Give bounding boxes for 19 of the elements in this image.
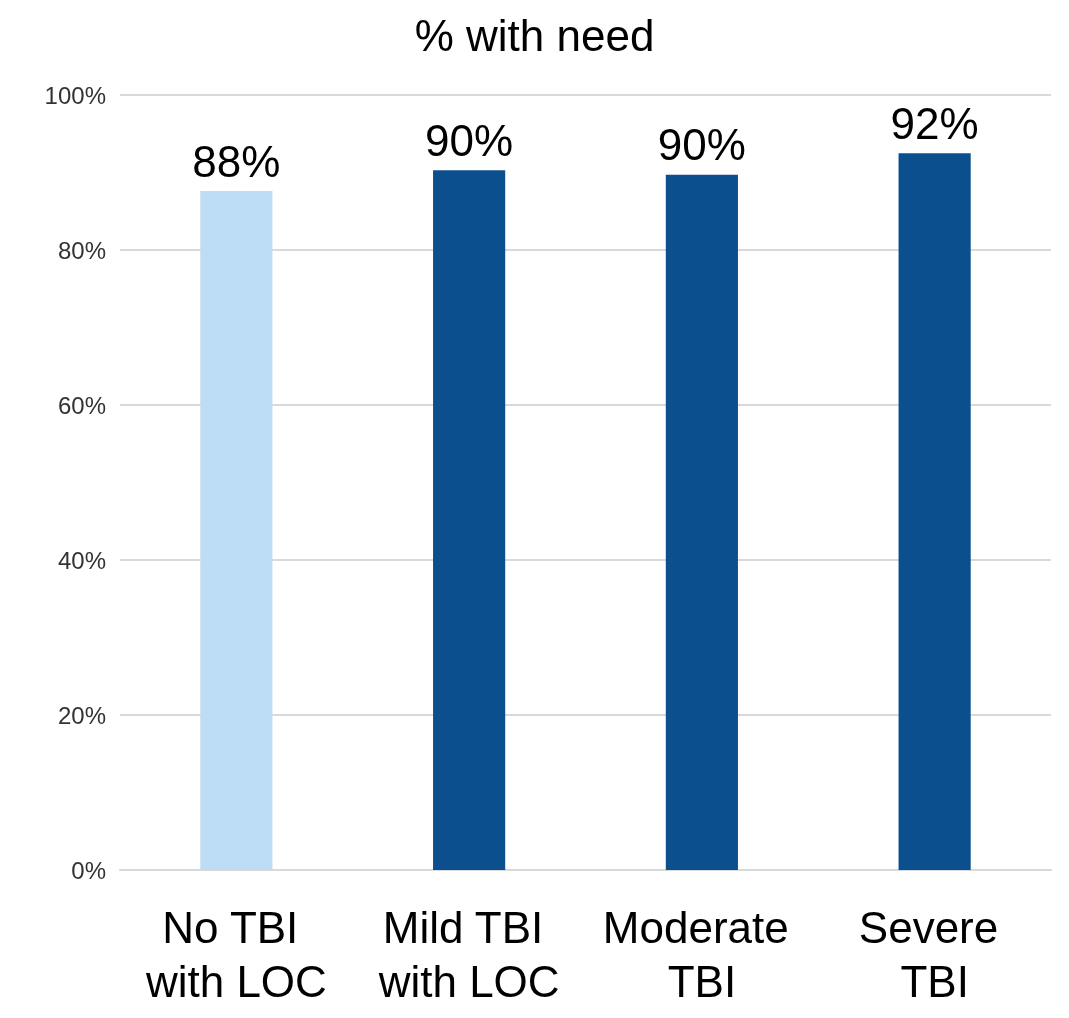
y-tick-label: 20%: [57, 701, 106, 729]
bar: [433, 170, 506, 870]
y-tick-label: 80%: [57, 236, 106, 264]
data-label: 90%: [425, 115, 514, 165]
bar: [200, 191, 273, 870]
x-tick-label: No TBI with LOC: [144, 902, 327, 1006]
chart-title: % with need: [414, 10, 655, 60]
x-tick-label: Mild TBI with LOC: [377, 902, 560, 1006]
y-tick-label: 100%: [44, 81, 106, 109]
y-tick-label: 40%: [57, 546, 106, 574]
data-label: 92%: [890, 98, 979, 148]
data-label: 88%: [192, 136, 281, 186]
x-tick-label: Moderate TBI: [602, 902, 801, 1006]
bar: [898, 153, 971, 870]
x-tick-label: Severe TBI: [858, 902, 1011, 1006]
y-tick-label: 0%: [71, 856, 106, 884]
y-tick-label: 60%: [57, 391, 106, 419]
bar: [665, 174, 738, 870]
data-label: 90%: [657, 120, 746, 170]
